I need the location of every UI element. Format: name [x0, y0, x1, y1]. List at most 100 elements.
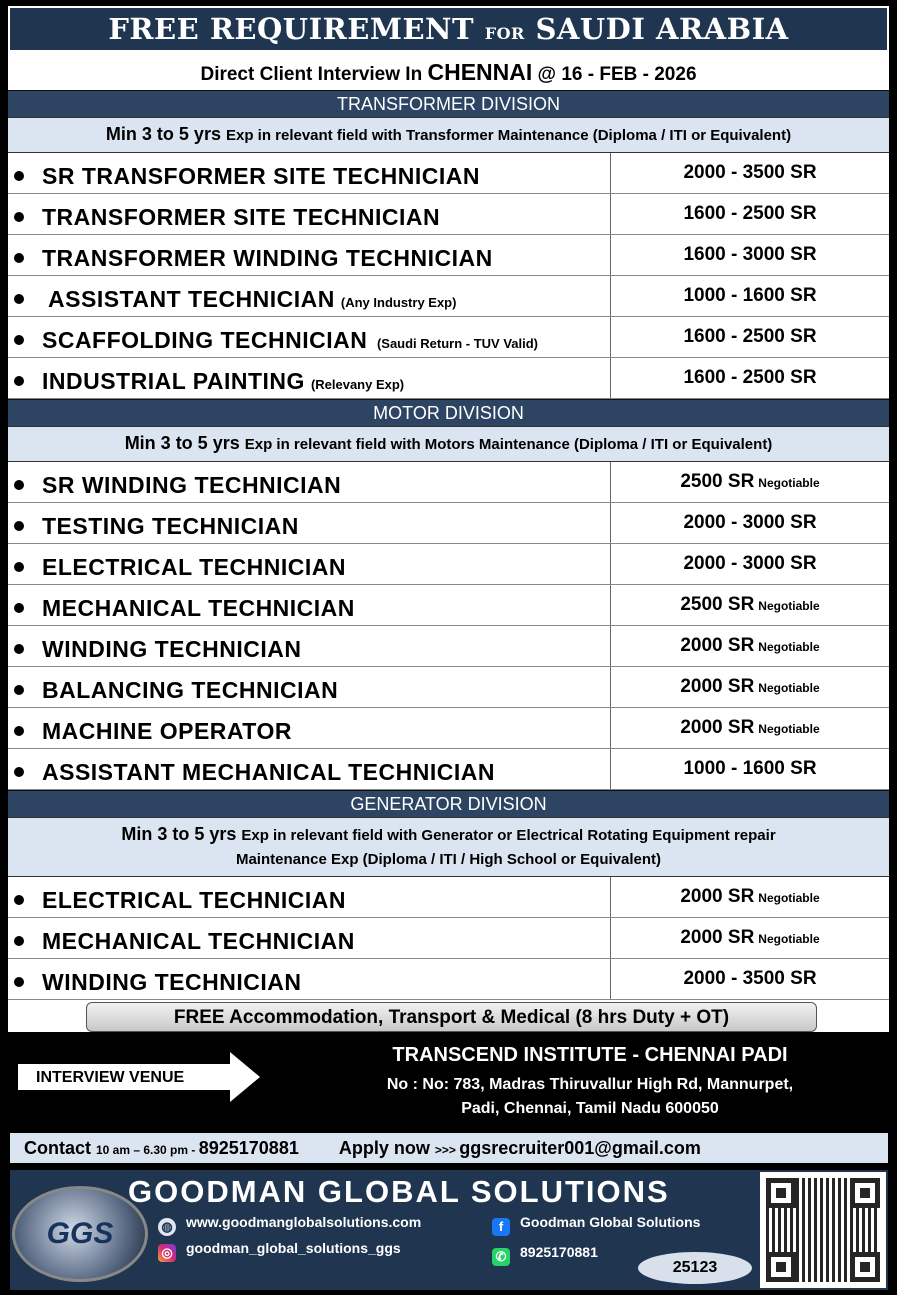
- bullet-icon: [14, 480, 24, 490]
- job-title: MECHANICAL TECHNICIAN: [42, 595, 355, 621]
- facebook-icon: f: [492, 1218, 510, 1236]
- bullet-icon: [14, 562, 24, 572]
- job-note: (Saudi Return - TUV Valid): [373, 336, 539, 351]
- title-country: SAUDI ARABIA: [524, 12, 789, 46]
- salary-cell: 2000 - 3000 SR: [611, 544, 889, 584]
- instagram-link[interactable]: goodman_global_solutions_ggs: [186, 1240, 401, 1256]
- salary: 2500 SR: [680, 594, 755, 615]
- instagram-icon: ◎: [158, 1244, 176, 1262]
- contact-phone[interactable]: 8925170881: [198, 1138, 299, 1158]
- globe-icon: ◍: [158, 1218, 176, 1236]
- salary-cell: 2000 SR Negotiable: [611, 708, 889, 748]
- requirement-years: Min 3 to 5 yrs: [121, 824, 242, 844]
- bullet-icon: [14, 521, 24, 531]
- job-row: TRANSFORMER WINDING TECHNICIAN 1600 - 300…: [8, 235, 889, 276]
- job-title: ASSISTANT MECHANICAL TECHNICIAN: [42, 759, 495, 785]
- salary-cell: 1600 - 2500 SR: [611, 317, 889, 357]
- salary: 1000 - 1600 SR: [683, 285, 817, 306]
- division-requirement: Min 3 to 5 yrs Exp in relevant field wit…: [8, 817, 889, 877]
- job-title: SR WINDING TECHNICIAN: [42, 472, 342, 498]
- venue-name: TRANSCEND INSTITUTE - CHENNAI PADI: [392, 1044, 788, 1066]
- requirement-text: Exp in relevant field with Motors Mainte…: [244, 436, 773, 453]
- salary-note: Negotiable: [758, 599, 820, 613]
- job-row: TRANSFORMER SITE TECHNICIAN 1600 - 2500 S…: [8, 194, 889, 235]
- job-note: (Any Industry Exp): [340, 295, 457, 310]
- job-title-cell: ASSISTANT TECHNICIAN (Any Industry Exp): [8, 276, 611, 316]
- title-text: FREE REQUIREMENT: [108, 12, 485, 46]
- salary: 1600 - 2500 SR: [683, 367, 817, 388]
- interview-city: CHENNAI: [427, 59, 533, 85]
- salary: 1600 - 3000 SR: [683, 244, 817, 265]
- job-row: MECHANICAL TECHNICIAN 2000 SR Negotiable: [8, 918, 889, 959]
- job-row: TESTING TECHNICIAN 2000 - 3000 SR: [8, 503, 889, 544]
- job-title-cell: WINDING TECHNICIAN: [8, 959, 611, 999]
- salary-note: Negotiable: [758, 476, 820, 490]
- salary-cell: 2000 SR Negotiable: [611, 667, 889, 707]
- division-requirement: Min 3 to 5 yrs Exp in relevant field wit…: [8, 426, 889, 462]
- job-row: MACHINE OPERATOR 2000 SR Negotiable: [8, 708, 889, 749]
- interview-venue-arrow: INTERVIEW VENUE: [18, 1052, 260, 1102]
- bullet-icon: [14, 644, 24, 654]
- interview-date-line: Direct Client Interview In CHENNAI @ 16 …: [8, 52, 889, 90]
- salary-cell: 1000 - 1600 SR: [611, 749, 889, 789]
- job-title: ASSISTANT TECHNICIAN: [42, 286, 335, 312]
- whatsapp-number[interactable]: 8925170881: [520, 1244, 598, 1260]
- salary-cell: 1000 - 1600 SR: [611, 276, 889, 316]
- job-title-cell: ASSISTANT MECHANICAL TECHNICIAN: [8, 749, 611, 789]
- salary: 1600 - 2500 SR: [683, 326, 817, 347]
- job-title-cell: MECHANICAL TECHNICIAN: [8, 585, 611, 625]
- salary-cell: 1600 - 2500 SR: [611, 358, 889, 398]
- job-row: INDUSTRIAL PAINTING (Relevany Exp) 1600 - …: [8, 358, 889, 399]
- whatsapp-icon: ✆: [492, 1248, 510, 1266]
- logo-text: GGS: [46, 1217, 114, 1250]
- job-title: INDUSTRIAL PAINTING: [42, 368, 305, 394]
- job-row: WINDING TECHNICIAN 2000 - 3500 SR: [8, 959, 889, 1000]
- interview-date: @ 16 - FEB - 2026: [532, 64, 697, 85]
- job-title-cell: SR WINDING TECHNICIAN: [8, 462, 611, 502]
- bullet-icon: [14, 685, 24, 695]
- arrow-right-icon: [230, 1052, 260, 1102]
- requirement-text-2: Maintenance Exp (Diploma / ITI / High Sc…: [235, 851, 662, 868]
- salary: 2000 SR: [680, 635, 755, 656]
- job-row: MECHANICAL TECHNICIAN 2500 SR Negotiable: [8, 585, 889, 626]
- job-title-cell: SCAFFOLDING TECHNICIAN (Saudi Return - T…: [8, 317, 611, 357]
- job-title-cell: WINDING TECHNICIAN: [8, 626, 611, 666]
- bullet-icon: [14, 767, 24, 777]
- job-title: SCAFFOLDING TECHNICIAN: [42, 327, 368, 353]
- bullet-icon: [14, 294, 24, 304]
- contact-label: Contact: [24, 1138, 96, 1158]
- salary-cell: 1600 - 2500 SR: [611, 194, 889, 234]
- salary-cell: 2500 SR Negotiable: [611, 462, 889, 502]
- job-title-cell: BALANCING TECHNICIAN: [8, 667, 611, 707]
- salary-cell: 2000 SR Negotiable: [611, 918, 889, 958]
- apply-email[interactable]: ggsrecruiter001@gmail.com: [459, 1138, 701, 1158]
- apply-label: Apply now: [338, 1138, 435, 1158]
- poster: FREE REQUIREMENT FOR SAUDI ARABIA Direct…: [8, 6, 889, 1034]
- contact-bar: Contact 10 am – 6.30 pm - 8925170881 Appl…: [10, 1133, 888, 1163]
- bullet-icon: [14, 936, 24, 946]
- division-header: TRANSFORMER DIVISION: [8, 90, 889, 117]
- reference-code: 25123: [638, 1252, 752, 1284]
- salary: 2000 - 3000 SR: [683, 512, 817, 533]
- salary-cell: 2500 SR Negotiable: [611, 585, 889, 625]
- salary-cell: 2000 - 3500 SR: [611, 153, 889, 193]
- job-title: BALANCING TECHNICIAN: [42, 677, 339, 703]
- company-footer: GGS GOODMAN GLOBAL SOLUTIONS ◍ www.goodma…: [10, 1170, 888, 1290]
- qr-code[interactable]: [760, 1172, 886, 1288]
- job-title-cell: ELECTRICAL TECHNICIAN: [8, 544, 611, 584]
- bullet-icon: [14, 603, 24, 613]
- job-row: ELECTRICAL TECHNICIAN 2000 SR Negotiable: [8, 877, 889, 918]
- venue-section: INTERVIEW VENUE TRANSCEND INSTITUTE - CH…: [0, 1032, 897, 1125]
- facebook-link[interactable]: Goodman Global Solutions: [520, 1214, 701, 1230]
- benefits-text: FREE Accommodation, Transport & Medical …: [86, 1002, 817, 1032]
- bullet-icon: [14, 977, 24, 987]
- requirement-text: Exp in relevant field with Generator or …: [241, 827, 776, 844]
- venue-address-line2: Padi, Chennai, Tamil Nadu 600050: [461, 1100, 719, 1117]
- website-link[interactable]: www.goodmanglobalsolutions.com: [186, 1214, 422, 1230]
- job-title: SR TRANSFORMER SITE TECHNICIAN: [42, 163, 480, 189]
- bullet-icon: [14, 253, 24, 263]
- job-title: TRANSFORMER WINDING TECHNICIAN: [42, 245, 493, 271]
- bullet-icon: [14, 212, 24, 222]
- job-row: WINDING TECHNICIAN 2000 SR Negotiable: [8, 626, 889, 667]
- division-header: MOTOR DIVISION: [8, 399, 889, 426]
